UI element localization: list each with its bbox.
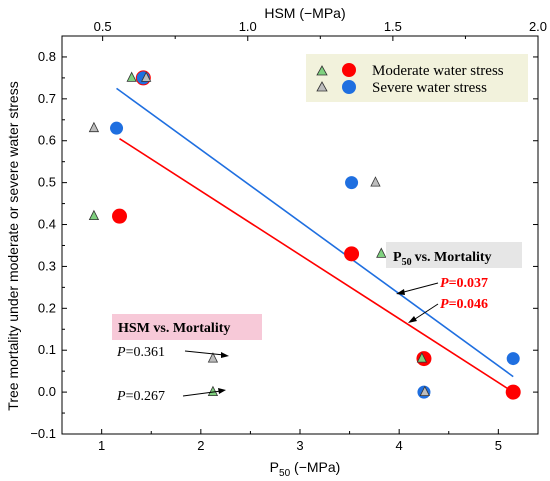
y-tick-label: 0.3 <box>38 258 56 273</box>
x-tick-label: 1 <box>98 438 105 453</box>
data-point-circle <box>110 121 124 135</box>
data-point-triangle <box>207 352 219 363</box>
hsm-pvalue-2: P=0.267 <box>116 389 165 404</box>
data-point-triangle <box>419 385 430 397</box>
p50-arrow-blue-head <box>396 289 405 295</box>
y-tick-label: 0.5 <box>38 175 56 190</box>
y-tick-label: 0.2 <box>38 300 56 315</box>
legend-moderate-triangle-icon <box>316 65 328 76</box>
hsm-arrow-2-head <box>218 388 226 394</box>
p50-arrow-red-head <box>408 316 417 323</box>
y-axis-title: Tree mortality under moderate or severe … <box>5 81 21 410</box>
data-point-circle <box>345 176 359 190</box>
fit-line <box>119 137 514 393</box>
hsm-arrow-2 <box>182 390 222 397</box>
data-point-triangle <box>370 176 381 187</box>
axis-labels: −0.1 0.0 0.1 0.2 0.3 0.4 0.5 0.6 0.7 0.8 1 2 3 4 5 0.5 1… <box>30 19 547 453</box>
p50-arrow-red <box>411 303 439 322</box>
data-point-triangle <box>416 352 428 363</box>
axes <box>61 35 539 435</box>
legend-severe-triangle-icon <box>316 81 328 92</box>
data-point-triangle <box>126 71 137 82</box>
x2-tick-label: 1.5 <box>384 19 402 34</box>
legend-box <box>306 54 528 102</box>
y-tick-label: 0.6 <box>38 133 56 148</box>
data-point-circle <box>112 208 128 224</box>
legend-moderate-label: Moderate water stress <box>372 63 504 79</box>
x2-tick-label: 1.0 <box>239 19 257 34</box>
data-markers <box>88 70 521 400</box>
data-point-triangle <box>88 121 100 133</box>
x2-tick-label: 0.5 <box>94 19 112 34</box>
legend-severe-circle-icon <box>342 80 356 94</box>
y-tick-label: −0.1 <box>30 426 56 441</box>
y-tick-label: 0.7 <box>38 91 56 106</box>
data-point-triangle <box>376 247 387 258</box>
p50-pvalue-blue: P=0.037 <box>440 276 488 291</box>
hsm-vs-mortality-box: HSM vs. Mortality <box>112 314 262 340</box>
x2-axis-title: HSM (−MPa) <box>264 5 345 21</box>
data-point-triangle <box>207 385 219 397</box>
data-point-circle <box>506 352 520 366</box>
data-point-triangle <box>141 71 152 82</box>
data-point-circle <box>505 384 521 400</box>
x-tick-label: 5 <box>495 438 502 453</box>
hsm-pvalue-1: P=0.361 <box>116 345 165 360</box>
hsm-arrow-1-head <box>221 352 229 358</box>
p50-pvalue-red: P=0.046 <box>440 297 488 312</box>
hsm-arrow-1 <box>184 350 225 356</box>
y-tick-label: 0.4 <box>38 217 56 232</box>
data-point-circle <box>344 246 360 262</box>
x-tick-label: 3 <box>296 438 303 453</box>
p50-vs-mortality-box: P50 vs. Mortality <box>386 242 522 268</box>
p50-arrow-blue <box>399 282 439 294</box>
legend-severe-label: Severe water stress <box>372 80 487 96</box>
legend-moderate-circle-icon <box>342 63 356 77</box>
x2-tick-label: 2.0 <box>529 19 547 34</box>
y-tick-label: 0.1 <box>38 342 56 357</box>
x-tick-label: 4 <box>396 438 403 453</box>
x-tick-label: 2 <box>197 438 204 453</box>
y-tick-label: 0.0 <box>38 384 56 399</box>
p50-label-p: P <box>393 250 402 265</box>
svg-text:HSM vs. Mortality: HSM vs. Mortality <box>118 321 230 336</box>
x-axis-title: P50 (−MPa) <box>270 459 341 479</box>
fit-line <box>116 87 514 378</box>
y-tick-label: 0.8 <box>38 49 56 64</box>
legend: Moderate water stress Severe water stres… <box>306 54 528 102</box>
fit-lines <box>116 87 514 393</box>
data-point-triangle <box>88 209 100 221</box>
